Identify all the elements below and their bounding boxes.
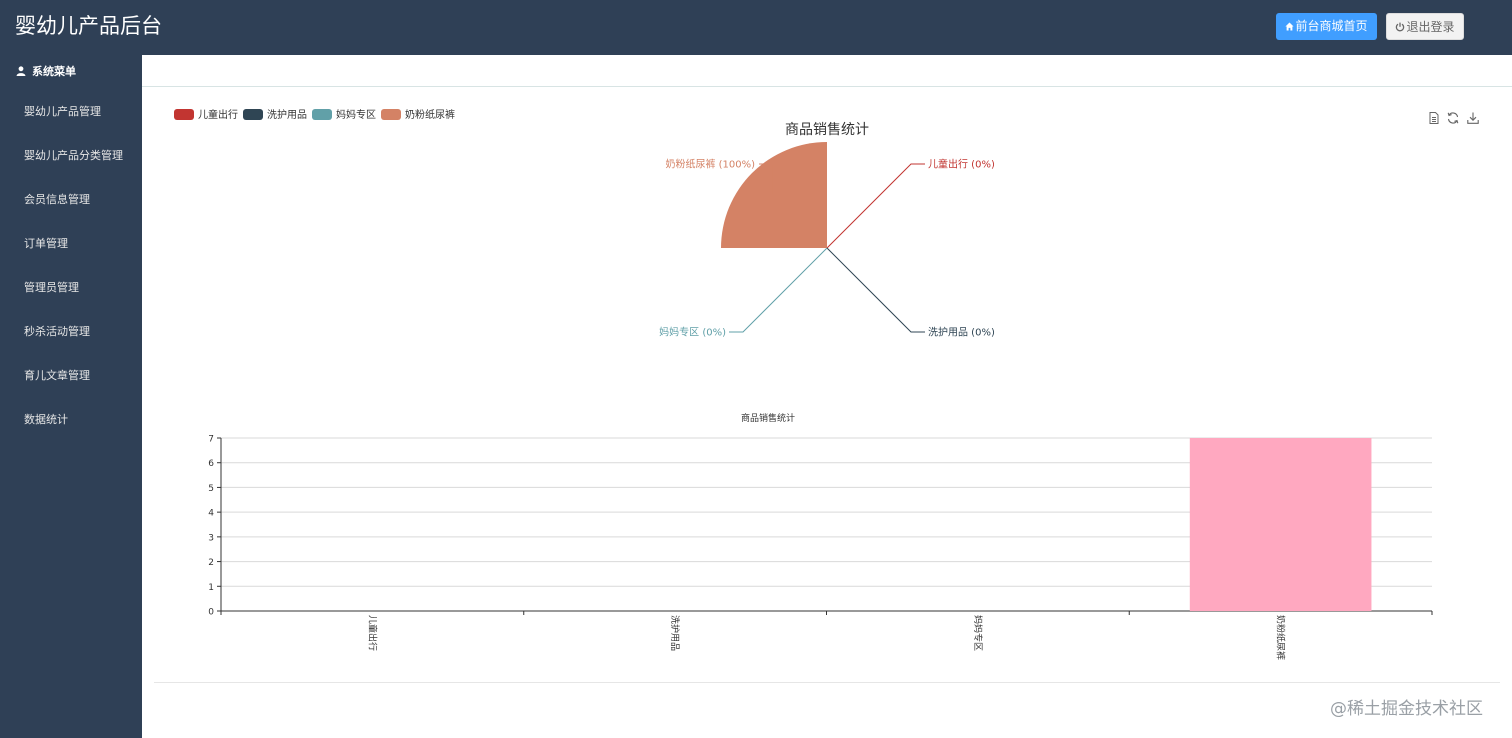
content-divider-bottom <box>154 682 1500 683</box>
sidebar-item-member-management[interactable]: 会员信息管理 <box>24 193 90 206</box>
pie-chart-title: 商品销售统计 <box>785 122 869 138</box>
pie-slice[interactable] <box>721 142 827 248</box>
pie-slice-label: 妈妈专区 (0%) <box>659 326 726 339</box>
y-axis-tick-label: 1 <box>208 583 214 593</box>
storefront-home-button[interactable]: 前台商城首页 <box>1276 13 1377 40</box>
legend-swatch <box>174 109 194 120</box>
legend-swatch <box>381 109 401 120</box>
y-axis-tick-label: 2 <box>208 558 214 568</box>
bar-chart-title: 商品销售统计 <box>741 412 795 424</box>
bar[interactable] <box>1189 438 1372 611</box>
x-axis-tick-label: 奶粉纸尿裤 <box>1275 615 1287 660</box>
y-axis-tick-label: 3 <box>208 533 214 543</box>
x-axis-tick-label: 儿童出行 <box>366 615 378 651</box>
sidebar-item-statistics[interactable]: 数据统计 <box>24 413 68 426</box>
legend-item-formula-diapers[interactable]: 奶粉纸尿裤 <box>381 109 455 123</box>
sidebar-item-product-management[interactable]: 婴幼儿产品管理 <box>24 105 101 118</box>
top-bar: 婴幼儿产品后台 前台商城首页 退出登录 <box>0 0 1512 55</box>
y-axis-tick-label: 7 <box>208 435 214 445</box>
sidebar-heading: 系统菜单 <box>16 64 76 80</box>
pie-slice-label: 奶粉纸尿裤 (100%) <box>665 158 755 171</box>
logout-button[interactable]: 退出登录 <box>1386 13 1464 40</box>
pie-leader-line <box>826 163 925 249</box>
legend-label: 儿童出行 <box>198 110 238 121</box>
logout-label: 退出登录 <box>1406 20 1455 34</box>
y-axis-tick-label: 0 <box>208 608 214 618</box>
sidebar-item-admin-management[interactable]: 管理员管理 <box>24 281 79 294</box>
power-icon <box>1396 22 1405 32</box>
content-divider-top <box>142 86 1512 87</box>
legend-label: 妈妈专区 <box>336 110 376 121</box>
pie-chart: 商品销售统计 儿童出行 (0%) 洗护用品 (0%) 妈妈专区 (0%) 奶粉纸尿裤 … <box>659 122 995 339</box>
legend-swatch <box>243 109 263 120</box>
pie-leader-line <box>729 247 828 333</box>
legend-swatch <box>312 109 332 120</box>
y-axis-tick-label: 4 <box>208 509 214 519</box>
legend-label: 洗护用品 <box>267 110 307 121</box>
legend-label: 奶粉纸尿裤 <box>405 110 455 121</box>
sidebar-item-article-management[interactable]: 育儿文章管理 <box>24 369 90 382</box>
download-icon[interactable] <box>1466 111 1480 125</box>
sidebar-item-flash-sale-management[interactable]: 秒杀活动管理 <box>24 325 90 338</box>
x-axis-tick-label: 妈妈专区 <box>972 615 984 651</box>
legend-item-kids-travel[interactable]: 儿童出行 <box>174 109 238 123</box>
user-icon <box>16 66 26 76</box>
y-axis-tick-label: 6 <box>208 459 214 469</box>
legend-item-care-products[interactable]: 洗护用品 <box>243 109 307 123</box>
watermark: @稀土掘金技术社区 <box>1330 699 1483 719</box>
pie-leader-line <box>759 163 774 195</box>
y-axis-tick-label: 5 <box>208 484 214 494</box>
sidebar: 系统菜单 婴幼儿产品管理 婴幼儿产品分类管理 会员信息管理 订单管理 管理员管理… <box>0 55 142 738</box>
pie-leader-line <box>826 247 925 333</box>
sidebar-item-order-management[interactable]: 订单管理 <box>24 237 68 250</box>
sidebar-heading-label: 系统菜单 <box>32 65 76 78</box>
pie-slice-label: 洗护用品 (0%) <box>928 326 995 339</box>
storefront-home-label: 前台商城首页 <box>1295 19 1368 33</box>
sidebar-item-category-management[interactable]: 婴幼儿产品分类管理 <box>24 149 123 162</box>
data-view-icon[interactable] <box>1427 111 1441 125</box>
pie-slice-label: 儿童出行 (0%) <box>928 158 995 171</box>
refresh-icon[interactable] <box>1446 111 1460 125</box>
home-icon <box>1285 22 1295 31</box>
x-axis-tick-label: 洗护用品 <box>669 615 681 651</box>
legend-item-mom-zone[interactable]: 妈妈专区 <box>312 109 376 123</box>
app-title: 婴幼儿产品后台 <box>15 14 162 38</box>
